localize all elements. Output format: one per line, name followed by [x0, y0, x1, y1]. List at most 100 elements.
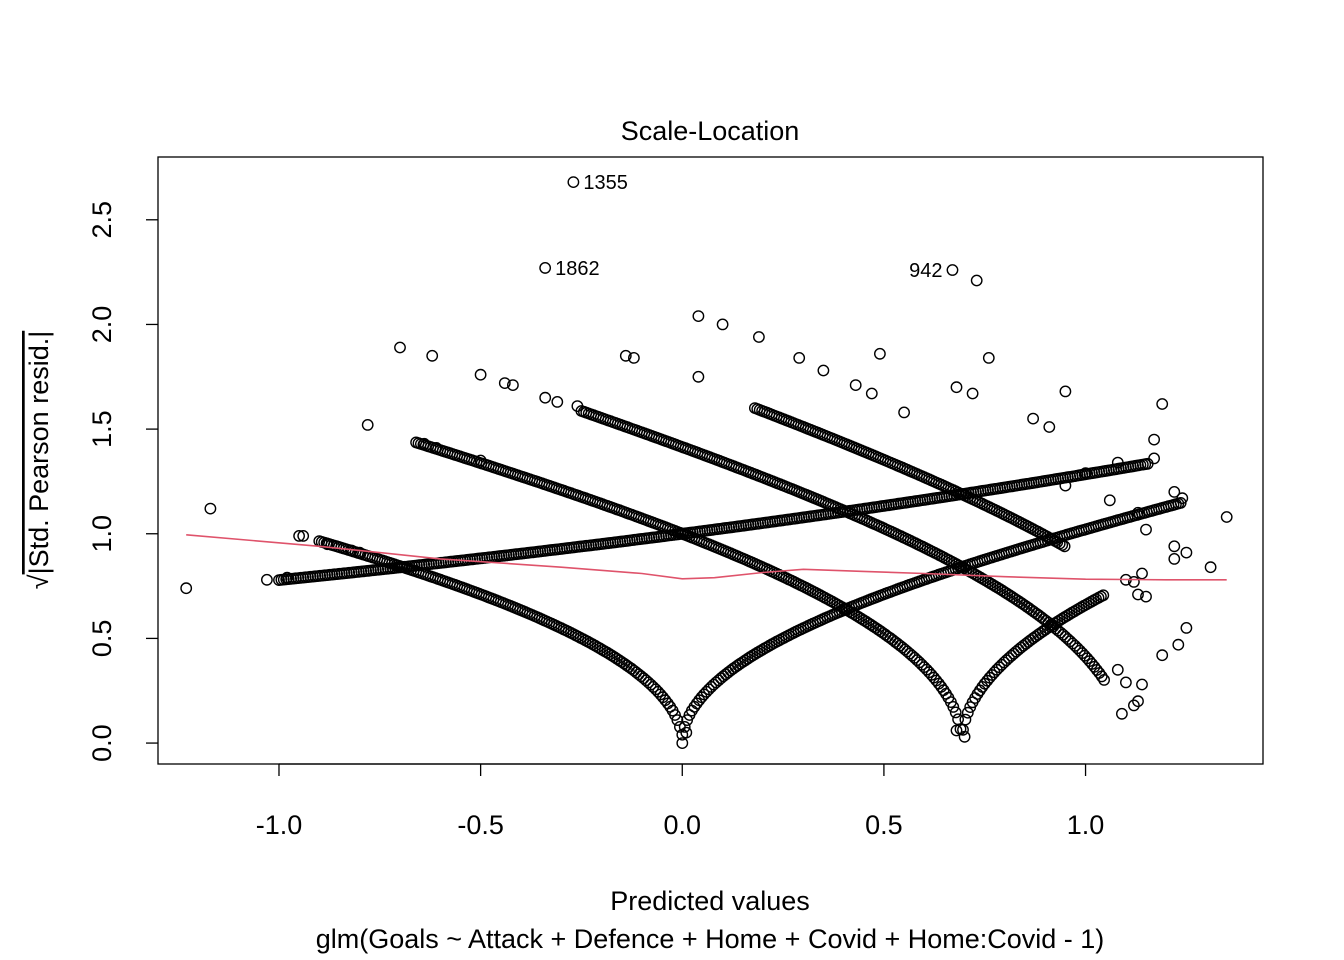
y-axis-label-text: |Std. Pearson resid.| — [24, 331, 54, 575]
point-labels-layer: 1355 1862 942 — [539, 172, 959, 282]
data-point — [1058, 540, 1071, 553]
data-point — [958, 730, 971, 743]
data-point — [551, 395, 564, 408]
data-point — [1136, 567, 1148, 580]
data-point — [676, 737, 689, 749]
data-point — [961, 706, 974, 719]
data-point — [678, 721, 691, 733]
data-point — [692, 370, 705, 383]
smoother-line — [186, 534, 1227, 581]
data-point — [321, 538, 334, 551]
y-tick-label: 1.0 — [87, 515, 117, 553]
data-point — [1148, 433, 1161, 446]
y-axis-label: √|Std. Pearson resid.| — [24, 331, 54, 589]
data-point — [1132, 695, 1144, 708]
data-point — [430, 441, 443, 454]
data-point — [1059, 385, 1072, 398]
y-axis-label-radical: √ — [24, 574, 54, 589]
data-point — [1220, 511, 1233, 523]
model-formula-subtitle: glm(Goals ~ Attack + Defence + Home + Co… — [316, 924, 1105, 954]
y-tick-label: 2.5 — [87, 201, 117, 239]
data-point — [970, 274, 983, 287]
point-label: 1355 — [583, 172, 628, 194]
point-label: 1862 — [555, 258, 600, 280]
x-tick-label: -0.5 — [457, 810, 504, 840]
data-point — [293, 530, 305, 542]
data-point — [619, 349, 632, 362]
data-point — [949, 706, 962, 719]
data-point — [950, 381, 963, 394]
data-point — [571, 400, 584, 412]
data-point — [1180, 546, 1193, 559]
data-point — [474, 454, 487, 467]
data-point — [1168, 540, 1181, 553]
labeled-point — [539, 262, 552, 274]
data-point — [628, 351, 640, 364]
data-point — [507, 379, 519, 391]
data-point — [1168, 485, 1181, 498]
x-tick-label: 0.5 — [865, 810, 903, 840]
data-point — [680, 726, 693, 739]
data-point — [1027, 412, 1040, 425]
data-point — [474, 368, 487, 381]
labeled-point — [567, 176, 580, 189]
y-axis: 0.0 0.5 1.0 1.5 2.0 2.5 — [87, 201, 158, 762]
data-point — [1204, 561, 1217, 574]
data-point — [1148, 452, 1161, 465]
data-point — [361, 418, 374, 431]
data-point — [418, 437, 431, 450]
data-point — [1168, 553, 1181, 565]
smoother-layer — [186, 534, 1227, 581]
data-point — [959, 713, 972, 726]
data-point — [1120, 676, 1132, 689]
x-tick-label: -1.0 — [256, 810, 303, 840]
data-point — [1097, 589, 1110, 602]
data-point — [947, 701, 960, 713]
x-tick-label: 1.0 — [1067, 810, 1105, 840]
data-point — [539, 391, 552, 404]
y-tick-label: 0.0 — [87, 724, 117, 762]
x-axis: -1.0 -0.5 0.0 0.5 1.0 — [256, 763, 1105, 840]
data-point — [394, 341, 406, 354]
data-point — [1172, 638, 1185, 651]
data-point — [966, 387, 979, 400]
data-point — [1098, 674, 1111, 686]
data-point — [353, 546, 366, 559]
data-point — [1132, 506, 1144, 519]
data-point — [1128, 576, 1140, 588]
points-layer — [180, 274, 1233, 749]
data-point — [1111, 456, 1124, 469]
data-point — [1140, 590, 1152, 603]
data-point — [1128, 699, 1140, 712]
data-point — [817, 364, 830, 377]
data-point — [1103, 494, 1116, 507]
data-point — [753, 331, 765, 343]
data-point — [849, 379, 862, 391]
data-point — [1111, 663, 1124, 676]
data-point — [1059, 479, 1072, 492]
y-tick-label: 0.5 — [87, 620, 117, 658]
data-point — [1180, 622, 1193, 634]
data-point — [1095, 670, 1108, 683]
data-point — [426, 349, 439, 362]
data-point — [1079, 467, 1092, 479]
data-point — [1116, 707, 1128, 720]
data-point — [1132, 588, 1144, 601]
data-point — [281, 571, 293, 584]
data-point — [898, 406, 910, 419]
data-point — [1043, 421, 1056, 433]
data-point — [1174, 496, 1187, 509]
y-tick-label: 1.5 — [87, 410, 117, 448]
data-point — [671, 714, 684, 726]
data-point — [1176, 492, 1189, 505]
data-point — [498, 377, 511, 389]
data-point — [1140, 523, 1152, 536]
x-axis-label: Predicted values — [610, 886, 810, 916]
data-point — [982, 351, 995, 364]
data-point — [950, 724, 963, 737]
data-point — [180, 582, 193, 595]
data-point — [297, 530, 310, 542]
data-point — [716, 318, 729, 331]
data-point — [204, 502, 217, 515]
